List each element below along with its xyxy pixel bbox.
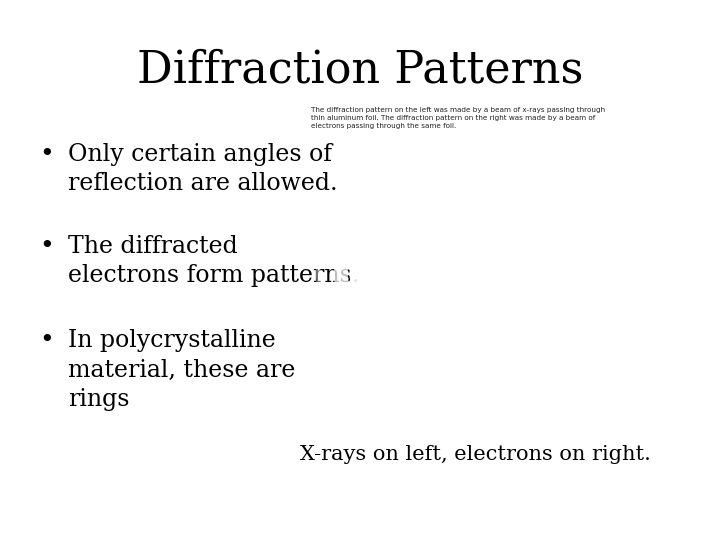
Circle shape <box>392 268 403 278</box>
Text: In polycrystalline
material, these are
rings: In polycrystalline material, these are r… <box>68 329 296 411</box>
Text: •: • <box>40 329 54 353</box>
Circle shape <box>580 259 608 287</box>
Circle shape <box>582 261 606 285</box>
Circle shape <box>583 261 605 284</box>
Circle shape <box>585 265 603 281</box>
Circle shape <box>578 257 610 288</box>
Circle shape <box>588 267 600 278</box>
Circle shape <box>590 268 598 278</box>
Circle shape <box>587 265 601 280</box>
Circle shape <box>588 266 600 279</box>
Circle shape <box>592 271 596 274</box>
Circle shape <box>579 258 609 287</box>
Text: The diffracted
electrons form patterns.: The diffracted electrons form patterns. <box>68 235 360 287</box>
Circle shape <box>590 269 598 276</box>
Circle shape <box>591 270 597 275</box>
Circle shape <box>581 260 607 286</box>
Text: X-rays on left, electrons on right.: X-rays on left, electrons on right. <box>300 446 651 464</box>
Text: •: • <box>40 143 54 166</box>
Circle shape <box>585 264 603 282</box>
Text: •: • <box>40 235 54 258</box>
Circle shape <box>577 256 611 289</box>
Text: The diffraction pattern on the left was made by a beam of x-rays passing through: The diffraction pattern on the left was … <box>311 107 605 129</box>
Circle shape <box>572 251 616 295</box>
Text: Diffraction Patterns: Diffraction Patterns <box>137 49 583 92</box>
Circle shape <box>593 272 595 274</box>
Text: Only certain angles of
reflection are allowed.: Only certain angles of reflection are al… <box>68 143 338 195</box>
Circle shape <box>584 262 604 283</box>
